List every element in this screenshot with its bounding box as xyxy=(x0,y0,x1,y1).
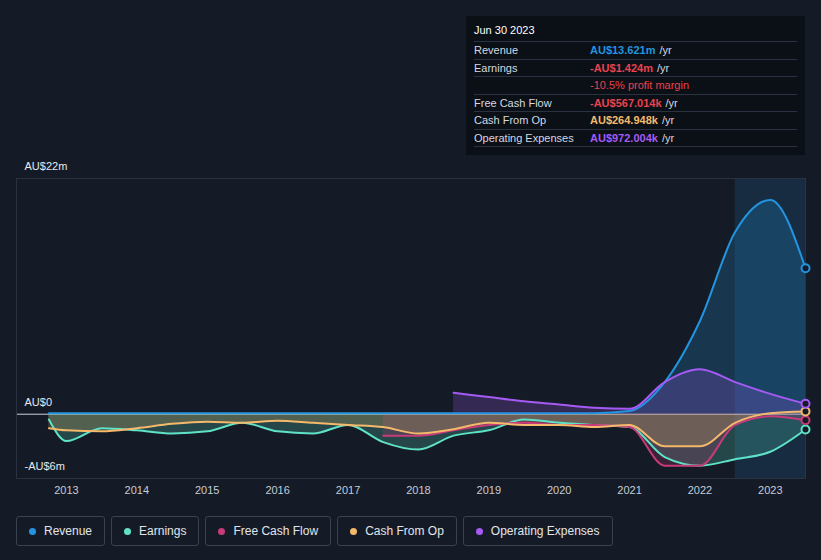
svg-text:AU$22m: AU$22m xyxy=(25,160,68,172)
svg-text:2022: 2022 xyxy=(688,484,712,496)
svg-text:AU$0: AU$0 xyxy=(25,396,53,408)
svg-text:2020: 2020 xyxy=(547,484,571,496)
html-text:Earnings: Earnings xyxy=(474,61,518,74)
html-text:-AU$1.424m /yr: -AU$1.424m /yr xyxy=(590,61,670,74)
html-text:-AU$567.014k /yr: -AU$567.014k /yr xyxy=(590,96,678,109)
svg-text:2021: 2021 xyxy=(617,484,641,496)
html-text:Revenue: Revenue xyxy=(44,524,92,538)
html-text:Jun 30 2023: Jun 30 2023 xyxy=(474,24,535,36)
svg-text:2016: 2016 xyxy=(265,484,289,496)
html-text:Free Cash Flow: Free Cash Flow xyxy=(474,96,552,109)
html-text:Cash From Op: Cash From Op xyxy=(474,114,547,127)
svg-text:2013: 2013 xyxy=(54,484,78,496)
html-text:Earnings: Earnings xyxy=(139,524,187,538)
svg-text:2019: 2019 xyxy=(477,484,501,496)
svg-text:2014: 2014 xyxy=(125,484,149,496)
svg-text:2015: 2015 xyxy=(195,484,219,496)
html-text:AU$972.004k /yr: AU$972.004k /yr xyxy=(590,131,675,144)
svg-text:-AU$6m: -AU$6m xyxy=(25,460,65,472)
html-text:Operating Expenses: Operating Expenses xyxy=(490,524,600,538)
html-text:Free Cash Flow: Free Cash Flow xyxy=(233,524,319,538)
svg-text:2017: 2017 xyxy=(336,484,360,496)
html-text:AU$13.621m /yr: AU$13.621m /yr xyxy=(590,44,672,57)
html-text:-10.5% profit margin: -10.5% profit margin xyxy=(590,79,689,91)
html-text:AU$264.948k /yr: AU$264.948k /yr xyxy=(590,114,675,127)
svg-text:2023: 2023 xyxy=(758,484,782,496)
html-text:Revenue: Revenue xyxy=(474,44,518,57)
html-text:Operating Expenses: Operating Expenses xyxy=(474,131,574,144)
svg-text:2018: 2018 xyxy=(406,484,430,496)
html-text:Cash From Op: Cash From Op xyxy=(365,524,444,538)
